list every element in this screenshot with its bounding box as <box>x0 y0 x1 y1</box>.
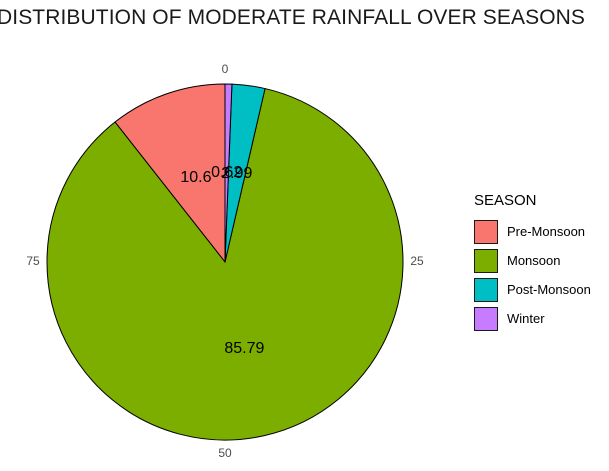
tick-label-50: 50 <box>218 446 232 460</box>
legend-label: Winter <box>507 311 545 326</box>
slice-label-post-monsoon: 2.99 <box>221 165 252 182</box>
legend-item-post-monsoon: Post-Monsoon <box>474 275 591 304</box>
legend-swatch <box>474 219 498 244</box>
pie-slices <box>46 83 404 441</box>
legend-item-winter: Winter <box>474 304 591 333</box>
legend: SEASON Pre-Monsoon Monsoon Post-Monsoon Win… <box>474 192 591 333</box>
slice-labels: 10.6 85.79 2.990.62 <box>180 164 264 357</box>
legend-item-monsoon: Monsoon <box>474 246 591 275</box>
legend-swatch <box>474 277 498 302</box>
pie-slice-pre-monsoon <box>114 83 226 264</box>
legend-swatch <box>474 248 498 273</box>
legend-label: Post-Monsoon <box>507 282 591 297</box>
legend-swatch <box>474 306 498 331</box>
tick-label-75: 75 <box>26 254 40 268</box>
pie-slice-monsoon <box>46 87 404 441</box>
legend-title: SEASON <box>474 192 537 209</box>
legend-label: Monsoon <box>507 253 561 268</box>
slice-label-monsoon: 85.79 <box>224 340 264 357</box>
slice-label-pre-monsoon: 10.6 <box>180 169 211 186</box>
chart-title: DISTRIBUTION OF MODERATE RAINFALL OVER S… <box>0 6 586 29</box>
pie-slice-winter <box>224 83 233 263</box>
angle-ticks: 0 25 50 75 <box>26 62 424 460</box>
tick-label-0: 0 <box>222 62 229 76</box>
tick-label-25: 25 <box>410 254 424 268</box>
legend-item-pre-monsoon: Pre-Monsoon <box>474 217 591 246</box>
slice-label-winter: 0.62 <box>211 164 242 181</box>
legend-label: Pre-Monsoon <box>507 224 586 239</box>
legend-items: Pre-Monsoon Monsoon Post-Monsoon Winter <box>474 217 591 333</box>
